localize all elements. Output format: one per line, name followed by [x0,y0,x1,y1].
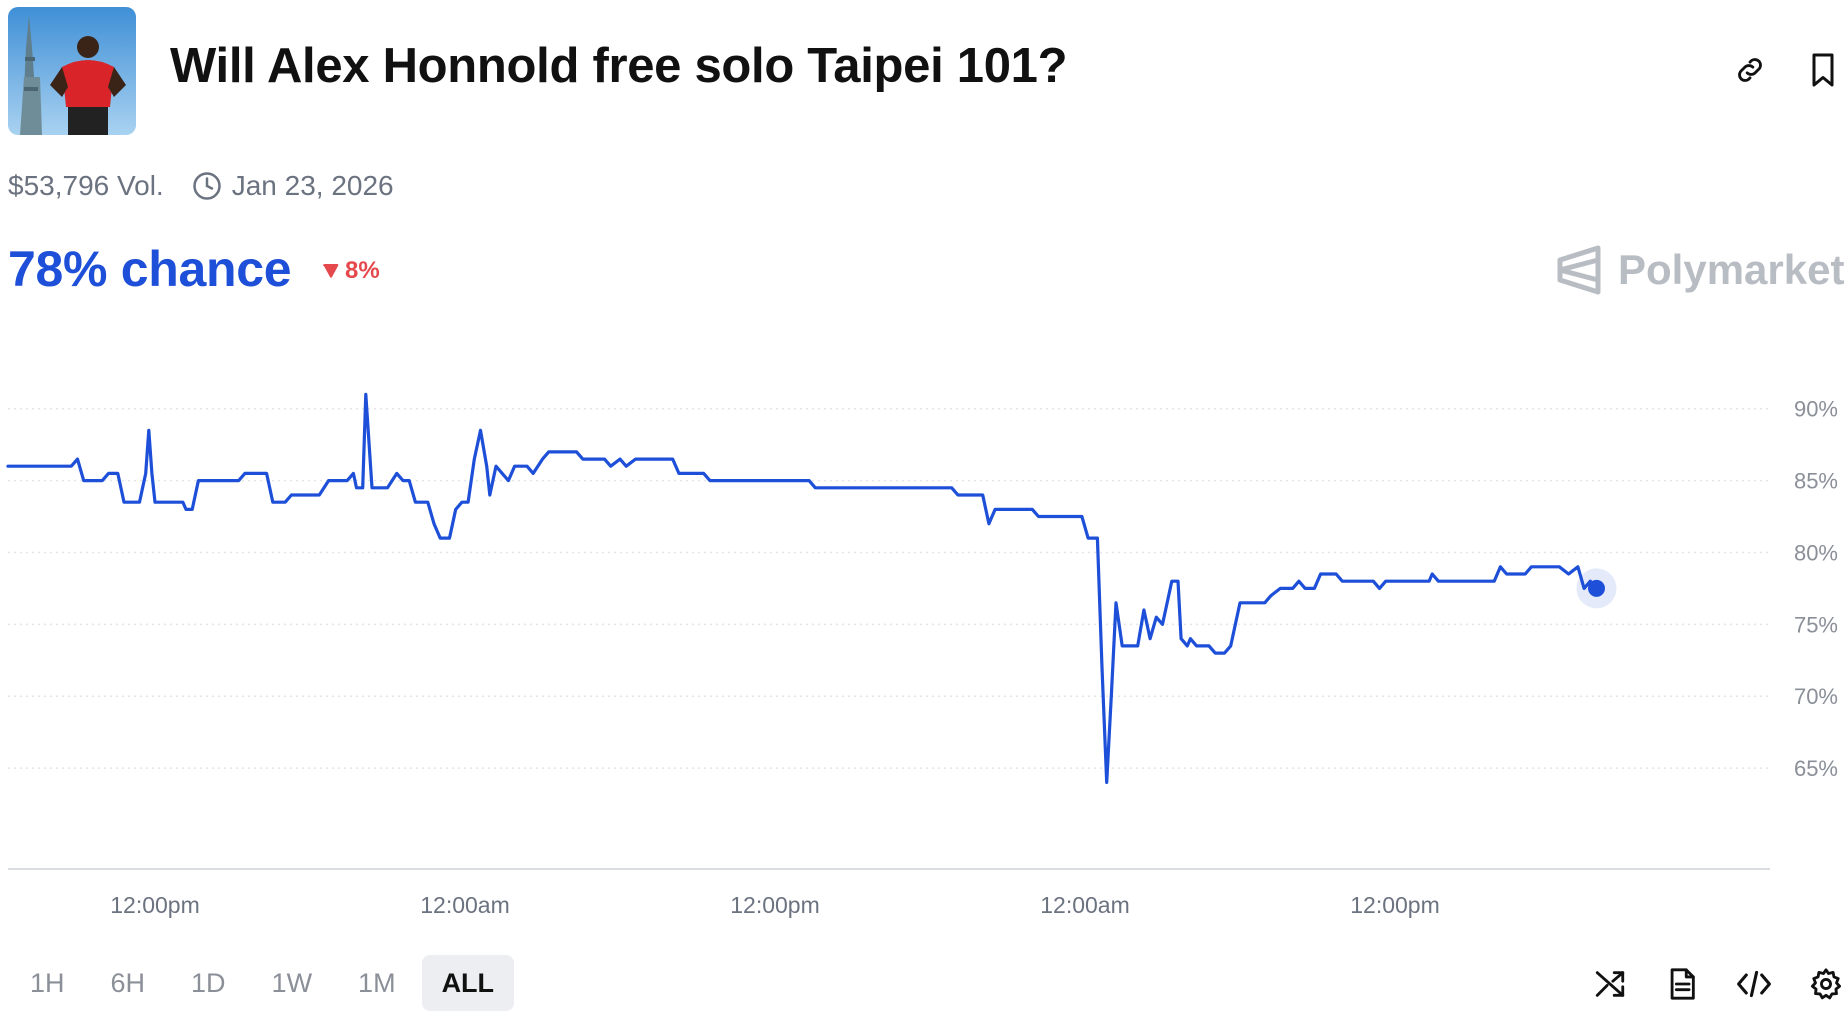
x-tick-label: 12:00pm [1350,892,1440,918]
y-tick-label: 65% [1794,756,1838,781]
x-axis: 12:00pm 12:00am 12:00pm 12:00am 12:00pm [110,892,1440,918]
polymarket-logo: Polymarket [1556,244,1844,296]
range-1w[interactable]: 1W [271,968,313,998]
x-tick-label: 12:00am [1040,892,1130,918]
range-1d[interactable]: 1D [191,968,226,998]
range-all[interactable]: ALL [421,955,515,1011]
code-icon[interactable] [1732,962,1776,1006]
time-range-selector: 1H 6H 1D 1W 1M ALL [10,955,520,1011]
volume-text: $53,796 Vol. [8,170,164,201]
chance-value: 78% chance [8,241,292,297]
y-tick-label: 85% [1794,469,1838,494]
x-tick-label: 12:00am [420,892,510,918]
link-icon[interactable] [1730,50,1770,90]
price-chart[interactable]: 90%85%80%75%70%65% 12:00pm 12:00am 12:00pm… [0,360,1848,920]
market-meta: $53,796 Vol. Jan 23, 2026 [8,170,394,202]
polymarket-icon [1557,245,1601,295]
clock-icon [192,171,222,201]
x-tick-label: 12:00pm [110,892,200,918]
end-date-text: Jan 23, 2026 [231,170,394,201]
brand-name: Polymarket [1618,246,1845,293]
market-thumbnail [8,7,136,135]
change-value: 8% [345,257,380,284]
current-value-dot[interactable] [1588,579,1605,597]
y-tick-label: 70% [1794,684,1838,709]
document-icon[interactable] [1660,962,1704,1006]
chart-gridlines [8,407,1770,769]
shuffle-icon[interactable] [1588,962,1632,1006]
y-tick-label: 75% [1794,612,1838,637]
change-badge: 8% [322,257,380,285]
down-triangle-icon [323,264,339,278]
y-tick-label: 80% [1794,540,1838,565]
taipei-101-climber-photo [8,7,136,135]
market-title: Will Alex Honnold free solo Taipei 101? [170,39,1068,93]
series-line [6,392,1599,784]
x-tick-label: 12:00pm [730,892,820,918]
y-tick-label: 90% [1794,397,1838,422]
range-1m[interactable]: 1M [358,968,396,998]
y-axis: 90% 85% 80% 75% 70% 65% [1794,397,1838,781]
range-1h[interactable]: 1H [30,968,65,998]
gear-icon[interactable] [1804,962,1848,1006]
range-6h[interactable]: 6H [110,968,146,998]
bookmark-icon[interactable] [1803,50,1843,90]
